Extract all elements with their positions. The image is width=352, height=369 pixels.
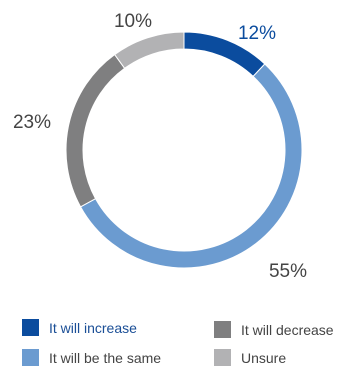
legend-swatch-it-will-be-the-same bbox=[22, 349, 39, 366]
legend-swatch-unsure bbox=[214, 349, 231, 366]
data-label-it-will-increase: 12% bbox=[238, 23, 276, 44]
legend-item-it-will-decrease: It will decrease bbox=[214, 321, 334, 338]
legend-label-it-will-be-the-same: It will be the same bbox=[49, 349, 162, 366]
legend-item-unsure: Unsure bbox=[214, 349, 286, 366]
donut-chart: 12% 55% 23% 10% bbox=[13, 11, 307, 282]
donut-slice-it-will-decrease bbox=[65, 53, 126, 208]
data-label-it-will-decrease: 23% bbox=[13, 112, 51, 133]
data-label-unsure: 10% bbox=[114, 11, 152, 32]
donut-slice-unsure bbox=[113, 31, 185, 69]
legend-item-it-will-increase: It will increase bbox=[22, 319, 137, 336]
legend-swatch-it-will-decrease bbox=[214, 321, 231, 338]
legend-swatch-it-will-increase bbox=[22, 319, 39, 336]
legend-label-it-will-decrease: It will decrease bbox=[241, 321, 334, 338]
donut-slice-it-will-be-the-same bbox=[79, 63, 303, 269]
chart-legend: It will increase It will be the same It … bbox=[0, 312, 352, 369]
legend-label-it-will-increase: It will increase bbox=[49, 319, 137, 336]
legend-label-unsure: Unsure bbox=[241, 349, 287, 366]
legend-item-it-will-be-the-same: It will be the same bbox=[22, 349, 161, 366]
data-label-it-will-be-the-same: 55% bbox=[269, 261, 307, 282]
